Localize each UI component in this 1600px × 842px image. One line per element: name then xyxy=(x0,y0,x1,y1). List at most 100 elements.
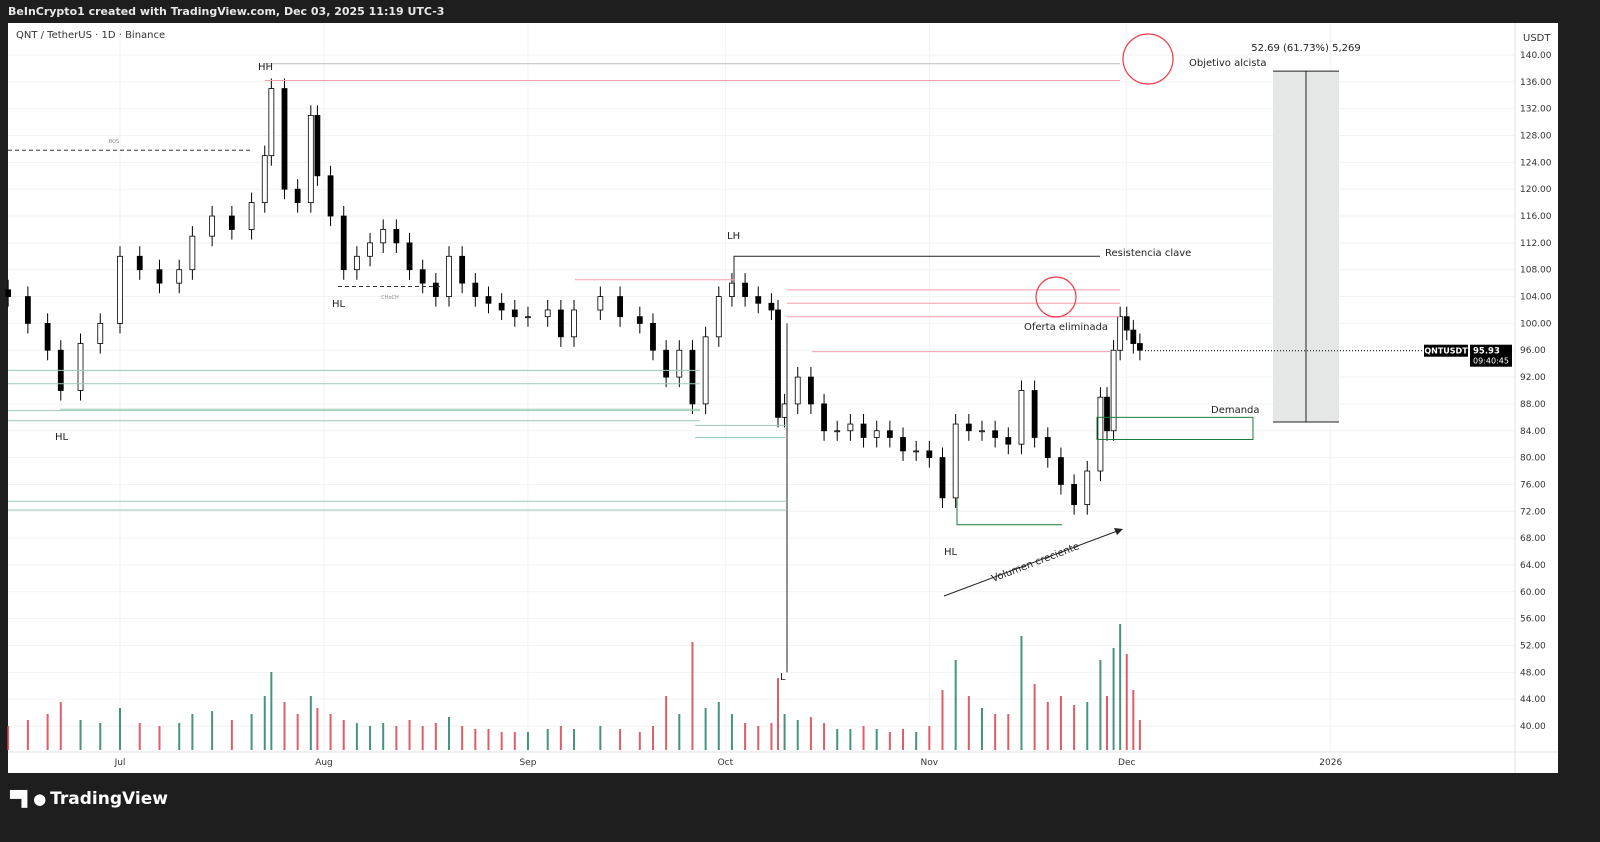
volume-bar xyxy=(573,729,576,750)
volume-arrow xyxy=(943,529,1121,597)
volume-bar xyxy=(369,726,372,750)
volume-bar xyxy=(1119,624,1122,750)
volume-bar xyxy=(342,720,345,750)
y-tick-label: 60.00 xyxy=(1520,588,1546,598)
y-tick-label: 40.00 xyxy=(1520,722,1546,732)
candle-body xyxy=(1058,457,1064,485)
y-tick-label: 68.00 xyxy=(1520,534,1546,544)
choch-label: CHoCH xyxy=(381,295,399,301)
candle-body xyxy=(939,457,946,499)
candle-body xyxy=(367,242,373,257)
candle-body xyxy=(992,430,999,438)
symbol-tag xyxy=(1424,344,1468,357)
candle-body xyxy=(663,349,670,378)
candle-body xyxy=(459,255,466,284)
y-tick-label: 128.00 xyxy=(1520,132,1552,142)
x-tick-label: Nov xyxy=(921,758,939,768)
candle-body xyxy=(847,423,854,432)
volume-bar xyxy=(26,720,29,750)
volume-bar xyxy=(691,642,694,750)
candle-body xyxy=(1071,484,1077,505)
candle-body xyxy=(261,155,268,204)
candle-body xyxy=(380,229,387,244)
candle-body xyxy=(715,296,722,338)
y-tick-label: 140.00 xyxy=(1520,51,1552,61)
bos-label: BOS xyxy=(109,139,119,145)
volume-bar xyxy=(1099,660,1102,750)
volume-bar xyxy=(1033,684,1036,750)
volume-bar xyxy=(500,732,503,750)
candle-body xyxy=(636,316,643,324)
volume-bar xyxy=(862,726,865,750)
y-tick-label: 112.00 xyxy=(1520,239,1552,249)
volume-bar xyxy=(665,696,668,750)
candle-body xyxy=(406,242,413,271)
volume-bar xyxy=(421,726,424,750)
volume-bar xyxy=(902,729,905,750)
demand-label: Demanda xyxy=(1211,405,1260,416)
candle-body xyxy=(597,296,604,311)
demand-zone xyxy=(1096,416,1254,440)
candle-body xyxy=(821,403,827,432)
candle-body xyxy=(1104,396,1110,432)
symbol-title: QNT / TetherUS · 1D · Binance xyxy=(16,30,166,41)
y-tick-label: 96.00 xyxy=(1520,346,1546,356)
volume-bar xyxy=(448,717,450,750)
volume-bar xyxy=(796,720,799,750)
measure-label: 52.69 (61.73%) 5,269 xyxy=(1251,43,1361,54)
volume-bar xyxy=(1059,696,1062,750)
candle-body xyxy=(419,269,426,284)
candle-body xyxy=(873,430,880,438)
candle-body xyxy=(353,255,360,271)
volume-bar xyxy=(7,726,10,750)
target-label: Objetivo alcista xyxy=(1189,58,1267,69)
candle-body xyxy=(248,202,255,230)
candle-body xyxy=(511,309,518,318)
y-tick-label: 52.00 xyxy=(1520,641,1546,651)
y-tick-label: 124.00 xyxy=(1520,158,1552,168)
candle-body xyxy=(794,376,801,405)
volume-bar xyxy=(316,708,319,750)
y-tick-label: 136.00 xyxy=(1520,78,1552,88)
candle-body xyxy=(650,322,656,351)
volume-bar xyxy=(823,723,826,750)
volume-bar xyxy=(230,720,233,750)
l-label: L xyxy=(780,672,786,683)
candle-body xyxy=(525,316,531,319)
candle-body xyxy=(176,269,183,284)
candle-body xyxy=(156,269,163,284)
volume-bar xyxy=(99,723,102,750)
volume-bar xyxy=(1073,705,1076,750)
volume-bar xyxy=(79,720,82,750)
candle-body xyxy=(498,302,505,311)
tradingview-logo: ▀▌● TradingView xyxy=(10,789,168,809)
volume-bar xyxy=(809,717,812,750)
candle-body xyxy=(1031,390,1038,438)
volume-bar xyxy=(395,726,398,750)
candle-body xyxy=(189,235,196,271)
volume-bar xyxy=(757,726,760,750)
volume-bar xyxy=(1132,690,1135,750)
y-tick-label: 100.00 xyxy=(1520,319,1552,329)
volume-bar xyxy=(638,732,641,750)
candle-body xyxy=(617,296,623,318)
candle-body xyxy=(294,188,301,204)
volume-bar xyxy=(967,696,970,750)
candle-body xyxy=(676,349,683,378)
volume-bar xyxy=(270,672,273,750)
volume-bar xyxy=(191,714,194,750)
candle-body xyxy=(340,215,347,271)
y-tick-label: 56.00 xyxy=(1520,615,1546,625)
x-tick-label: 2026 xyxy=(1319,758,1342,768)
candle-body xyxy=(755,296,762,304)
hl-label: HL xyxy=(55,432,69,443)
y-tick-label: 104.00 xyxy=(1520,293,1552,303)
candle-body xyxy=(544,309,551,318)
volume-bar xyxy=(730,714,733,750)
volume-bar xyxy=(1046,702,1049,750)
x-tick-label: Aug xyxy=(315,758,333,768)
candle-body xyxy=(209,215,216,237)
volume-bar xyxy=(263,696,266,750)
candle-body xyxy=(268,88,275,157)
